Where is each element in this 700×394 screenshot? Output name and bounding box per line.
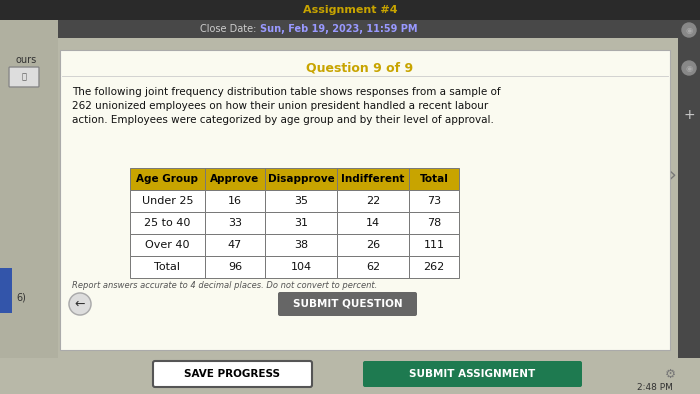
FancyBboxPatch shape — [205, 168, 265, 190]
Text: 6): 6) — [16, 293, 26, 303]
Text: Question 9 of 9: Question 9 of 9 — [307, 61, 414, 74]
Text: Close Date:: Close Date: — [200, 24, 260, 34]
FancyBboxPatch shape — [337, 256, 409, 278]
Text: Age Group: Age Group — [136, 174, 199, 184]
FancyBboxPatch shape — [130, 168, 205, 190]
Text: Total: Total — [419, 174, 449, 184]
FancyBboxPatch shape — [265, 212, 337, 234]
FancyBboxPatch shape — [278, 292, 417, 316]
FancyBboxPatch shape — [409, 234, 459, 256]
Text: Indifferent: Indifferent — [342, 174, 405, 184]
Text: The following joint frequency distribution table shows responses from a sample o: The following joint frequency distributi… — [72, 87, 500, 97]
Text: SUBMIT QUESTION: SUBMIT QUESTION — [293, 299, 402, 309]
FancyBboxPatch shape — [409, 256, 459, 278]
FancyBboxPatch shape — [0, 20, 700, 38]
FancyBboxPatch shape — [130, 190, 205, 212]
Text: Over 40: Over 40 — [146, 240, 190, 250]
FancyBboxPatch shape — [337, 234, 409, 256]
Text: Disapprove: Disapprove — [267, 174, 335, 184]
FancyBboxPatch shape — [130, 256, 205, 278]
Text: 26: 26 — [366, 240, 380, 250]
Circle shape — [682, 61, 696, 75]
FancyBboxPatch shape — [205, 190, 265, 212]
FancyBboxPatch shape — [265, 190, 337, 212]
Text: 16: 16 — [228, 196, 242, 206]
FancyBboxPatch shape — [130, 212, 205, 234]
Text: 111: 111 — [424, 240, 444, 250]
FancyBboxPatch shape — [409, 212, 459, 234]
Text: 2:48 PM: 2:48 PM — [637, 383, 673, 392]
FancyBboxPatch shape — [0, 20, 58, 360]
Text: Assignment #4: Assignment #4 — [302, 5, 398, 15]
Text: 22: 22 — [366, 196, 380, 206]
Text: Report answers accurate to 4 decimal places. Do not convert to percent.: Report answers accurate to 4 decimal pla… — [72, 281, 377, 290]
Text: 262 unionized employees on how their union president handled a recent labour: 262 unionized employees on how their uni… — [72, 101, 489, 111]
FancyBboxPatch shape — [363, 361, 582, 387]
FancyBboxPatch shape — [265, 168, 337, 190]
Text: ◉: ◉ — [685, 63, 692, 72]
Text: action. Employees were categorized by age group and by their level of approval.: action. Employees were categorized by ag… — [72, 115, 494, 125]
Text: ⚙: ⚙ — [664, 368, 676, 381]
Text: SAVE PROGRESS: SAVE PROGRESS — [185, 369, 281, 379]
FancyBboxPatch shape — [265, 234, 337, 256]
FancyBboxPatch shape — [409, 190, 459, 212]
Text: 33: 33 — [228, 218, 242, 228]
Text: 14: 14 — [366, 218, 380, 228]
FancyBboxPatch shape — [9, 67, 39, 87]
FancyBboxPatch shape — [130, 234, 205, 256]
Text: Under 25: Under 25 — [141, 196, 193, 206]
Circle shape — [69, 293, 91, 315]
Text: ⬛: ⬛ — [22, 72, 27, 82]
FancyBboxPatch shape — [60, 50, 670, 350]
FancyBboxPatch shape — [0, 268, 12, 313]
Text: ◉: ◉ — [685, 26, 692, 35]
Text: ›: › — [668, 165, 676, 184]
Text: ours: ours — [15, 55, 36, 65]
Text: 78: 78 — [427, 218, 441, 228]
FancyBboxPatch shape — [205, 212, 265, 234]
FancyBboxPatch shape — [205, 234, 265, 256]
Text: 31: 31 — [294, 218, 308, 228]
FancyBboxPatch shape — [265, 256, 337, 278]
Text: 73: 73 — [427, 196, 441, 206]
FancyBboxPatch shape — [205, 256, 265, 278]
FancyBboxPatch shape — [409, 168, 459, 190]
Text: 262: 262 — [424, 262, 444, 272]
Text: 104: 104 — [290, 262, 312, 272]
FancyBboxPatch shape — [0, 358, 700, 394]
FancyBboxPatch shape — [337, 168, 409, 190]
Text: 35: 35 — [294, 196, 308, 206]
FancyBboxPatch shape — [337, 190, 409, 212]
Text: 62: 62 — [366, 262, 380, 272]
FancyBboxPatch shape — [0, 0, 700, 20]
Text: 47: 47 — [228, 240, 242, 250]
FancyBboxPatch shape — [678, 20, 700, 360]
Text: ←: ← — [75, 297, 85, 310]
Text: 96: 96 — [228, 262, 242, 272]
Text: 25 to 40: 25 to 40 — [144, 218, 190, 228]
Text: Approve: Approve — [211, 174, 260, 184]
Text: 38: 38 — [294, 240, 308, 250]
Text: SUBMIT ASSIGNMENT: SUBMIT ASSIGNMENT — [410, 369, 536, 379]
Text: Total: Total — [155, 262, 181, 272]
Circle shape — [682, 23, 696, 37]
FancyBboxPatch shape — [153, 361, 312, 387]
FancyBboxPatch shape — [337, 212, 409, 234]
Text: Sun, Feb 19, 2023, 11:59 PM: Sun, Feb 19, 2023, 11:59 PM — [260, 24, 417, 34]
Text: +: + — [683, 108, 695, 122]
